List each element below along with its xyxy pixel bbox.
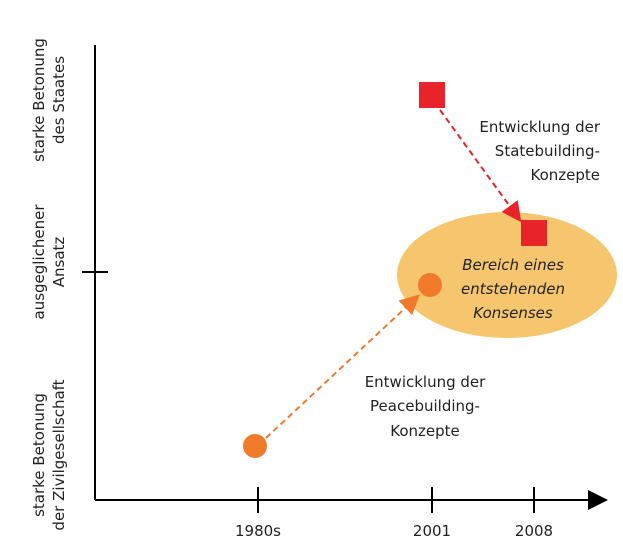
annotation: Statebuilding- [495, 142, 600, 160]
peacebuilding-arrow [265, 294, 420, 439]
peacebuilding-start [243, 434, 267, 458]
annotation: Konzepte [390, 422, 460, 440]
consensus-area [397, 212, 617, 338]
y-label: des Staates [50, 56, 68, 144]
x-axis-arrow [588, 490, 608, 510]
y-label: starke Betonung [30, 393, 48, 517]
y-label: ausgeglichener [30, 204, 48, 320]
x-label: 1980s [235, 522, 281, 540]
y-label: starke Betonung [30, 38, 48, 162]
annotation: Bereich eines [462, 256, 564, 274]
statebuilding-start [419, 82, 445, 108]
y-label: Ansatz [50, 237, 68, 288]
annotation: Konzepte [530, 166, 600, 184]
annotation: Entwicklung der [479, 118, 600, 136]
annotation: Peacebuilding- [370, 397, 480, 415]
statebuilding-arrow [439, 109, 522, 223]
annotation: entstehenden [461, 280, 565, 298]
x-label: 2008 [515, 522, 553, 540]
annotation: Konsenses [473, 304, 553, 322]
peacebuilding-end [418, 273, 442, 297]
x-label: 2001 [413, 522, 451, 540]
annotation: Entwicklung der [365, 373, 486, 391]
statebuilding-end [521, 220, 547, 246]
y-label: der Zivilgesellschaft [50, 379, 68, 530]
